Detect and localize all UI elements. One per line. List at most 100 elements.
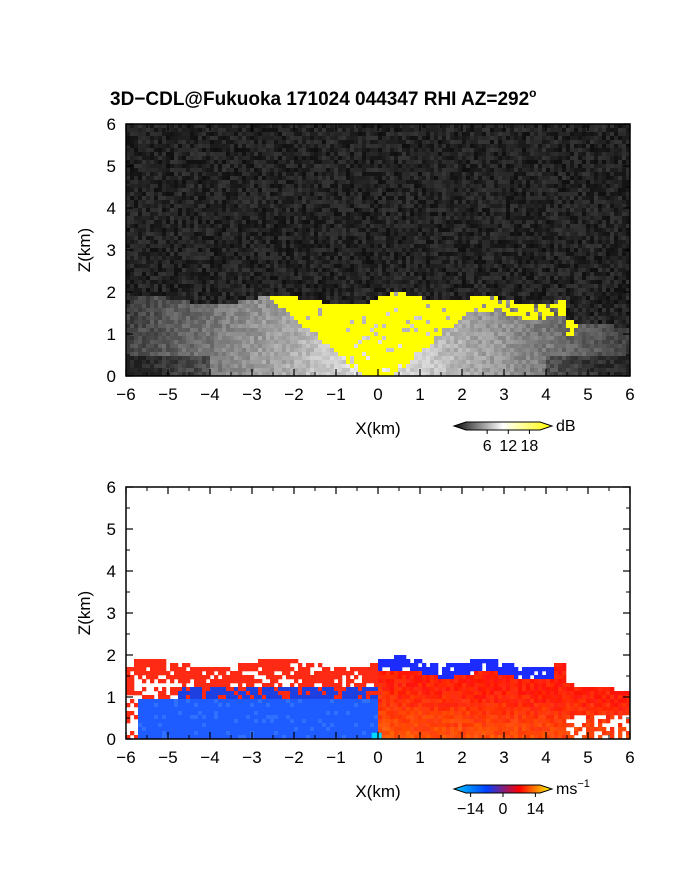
- reflectivity-cell: [502, 180, 507, 185]
- reflectivity-cell: [594, 244, 599, 249]
- reflectivity-cell: [586, 260, 591, 265]
- reflectivity-cell: [590, 260, 595, 265]
- reflectivity-cell: [438, 136, 443, 141]
- reflectivity-cell: [574, 208, 579, 213]
- reflectivity-cell: [262, 264, 267, 269]
- reflectivity-cell: [206, 228, 211, 233]
- reflectivity-cell: [486, 228, 491, 233]
- reflectivity-cell: [318, 264, 323, 269]
- reflectivity-cell: [214, 276, 219, 281]
- reflectivity-cell: [310, 276, 315, 281]
- reflectivity-cell: [394, 172, 399, 177]
- reflectivity-cell: [314, 164, 319, 169]
- reflectivity-cell: [358, 140, 363, 145]
- reflectivity-cell: [466, 128, 471, 133]
- reflectivity-cell: [374, 208, 379, 213]
- reflectivity-cell: [150, 176, 155, 181]
- reflectivity-cell: [222, 124, 227, 129]
- reflectivity-cell: [278, 172, 283, 177]
- reflectivity-cell: [470, 148, 475, 153]
- reflectivity-cell: [226, 176, 231, 181]
- reflectivity-cell: [346, 260, 351, 265]
- reflectivity-cell: [142, 172, 147, 177]
- reflectivity-cell: [266, 172, 271, 177]
- reflectivity-cell: [134, 216, 139, 221]
- reflectivity-cell: [366, 184, 371, 189]
- reflectivity-cell: [594, 212, 599, 217]
- reflectivity-cell: [470, 180, 475, 185]
- reflectivity-cell: [470, 228, 475, 233]
- reflectivity-cell: [602, 140, 607, 145]
- reflectivity-cell: [310, 192, 315, 197]
- reflectivity-cell: [410, 184, 415, 189]
- reflectivity-cell: [202, 148, 207, 153]
- reflectivity-cell: [306, 148, 311, 153]
- reflectivity-cell: [214, 220, 219, 225]
- reflectivity-cell: [266, 240, 271, 245]
- reflectivity-cell: [366, 128, 371, 133]
- reflectivity-cell: [610, 152, 615, 157]
- reflectivity-cell: [574, 144, 579, 149]
- reflectivity-cell: [126, 132, 131, 137]
- reflectivity-cell: [586, 244, 591, 249]
- reflectivity-cell: [554, 224, 559, 229]
- reflectivity-cell: [134, 276, 139, 281]
- reflectivity-cell: [406, 132, 411, 137]
- reflectivity-cell: [170, 228, 175, 233]
- reflectivity-cell: [274, 172, 279, 177]
- reflectivity-cell: [258, 188, 263, 193]
- reflectivity-cell: [534, 132, 539, 137]
- reflectivity-cell: [390, 196, 395, 201]
- reflectivity-cell: [302, 200, 307, 205]
- reflectivity-cell: [570, 268, 575, 273]
- reflectivity-cell: [198, 248, 203, 253]
- reflectivity-cell: [466, 136, 471, 141]
- reflectivity-cell: [546, 260, 551, 265]
- reflectivity-cell: [126, 232, 131, 237]
- reflectivity-cell: [538, 164, 543, 169]
- reflectivity-cell: [294, 264, 299, 269]
- reflectivity-cell: [338, 224, 343, 229]
- reflectivity-cell: [522, 180, 527, 185]
- reflectivity-cell: [542, 172, 547, 177]
- reflectivity-cell: [242, 140, 247, 145]
- reflectivity-cell: [602, 184, 607, 189]
- reflectivity-cell: [594, 256, 599, 261]
- reflectivity-cell: [214, 232, 219, 237]
- reflectivity-cell: [306, 128, 311, 133]
- reflectivity-cell: [550, 184, 555, 189]
- reflectivity-cell: [602, 232, 607, 237]
- reflectivity-cell: [494, 184, 499, 189]
- reflectivity-cell: [410, 196, 415, 201]
- reflectivity-cell: [530, 156, 535, 161]
- reflectivity-cell: [270, 124, 275, 129]
- reflectivity-cell: [442, 204, 447, 209]
- reflectivity-cell: [382, 256, 387, 261]
- reflectivity-cell: [342, 208, 347, 213]
- reflectivity-cell: [454, 152, 459, 157]
- reflectivity-cell: [326, 196, 331, 201]
- reflectivity-cell: [346, 136, 351, 141]
- reflectivity-cell: [470, 136, 475, 141]
- reflectivity-cell: [462, 168, 467, 173]
- reflectivity-cell: [170, 244, 175, 249]
- reflectivity-cell: [334, 140, 339, 145]
- reflectivity-cell: [454, 268, 459, 273]
- reflectivity-cell: [458, 164, 463, 169]
- reflectivity-cell: [418, 188, 423, 193]
- reflectivity-cell: [626, 204, 631, 209]
- reflectivity-cell: [354, 216, 359, 221]
- reflectivity-cell: [338, 140, 343, 145]
- reflectivity-cell: [310, 248, 315, 253]
- reflectivity-cell: [322, 156, 327, 161]
- reflectivity-cell: [486, 220, 491, 225]
- reflectivity-cell: [558, 168, 563, 173]
- reflectivity-cell: [526, 216, 531, 221]
- reflectivity-cell: [318, 124, 323, 129]
- reflectivity-cell: [170, 272, 175, 277]
- reflectivity-cell: [126, 228, 131, 233]
- reflectivity-cell: [590, 264, 595, 269]
- reflectivity-cell: [214, 204, 219, 209]
- reflectivity-cell: [254, 136, 259, 141]
- reflectivity-cell: [526, 220, 531, 225]
